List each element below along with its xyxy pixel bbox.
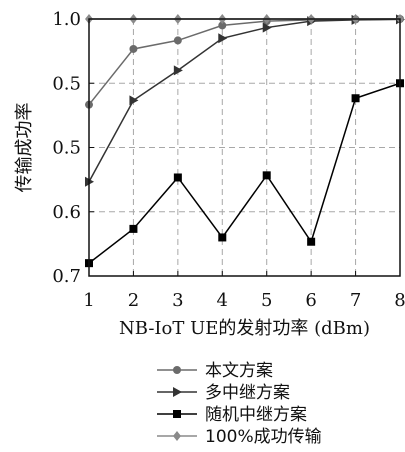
data-point: [262, 22, 272, 33]
data-point: [351, 94, 360, 103]
x-tick-label: 6: [305, 290, 316, 311]
series-line: [88, 18, 401, 183]
legend-label: 100%成功传输: [205, 427, 322, 447]
data-point: [173, 36, 182, 45]
legend-label: 本文方案: [205, 361, 273, 381]
data-point: [129, 44, 138, 53]
legend-label: 多中继方案: [205, 383, 290, 403]
gridlines: [89, 19, 400, 276]
x-tick-label: 2: [128, 290, 139, 311]
legend-entry: 多中继方案: [157, 383, 290, 403]
legend-entry: 100%成功传输: [157, 427, 322, 447]
legend-swatch-marker: [173, 431, 181, 441]
data-point: [218, 233, 227, 242]
x-tick-label: 3: [172, 290, 183, 311]
y-tick-label: 1.0: [52, 9, 81, 30]
x-axis-title: NB-IoT UE的发射功率 (dBm): [119, 318, 370, 339]
legend-entry: 随机中继方案: [157, 405, 307, 425]
data-point: [307, 237, 316, 246]
x-tick-label: 4: [217, 290, 228, 311]
x-tick-label: 1: [83, 290, 94, 311]
y-tick-label: 0.5: [52, 73, 81, 94]
data-point: [129, 224, 138, 233]
data-point: [129, 95, 139, 106]
y-tick-label: 0.6: [52, 202, 81, 223]
legend-swatch-marker: [173, 366, 181, 374]
data-point: [262, 171, 271, 180]
data-point: [218, 21, 227, 30]
legend-swatch-marker: [173, 410, 181, 418]
legend-label: 随机中继方案: [205, 405, 307, 425]
y-axis-title: 传输成功率: [14, 103, 35, 193]
series-line: [88, 82, 401, 264]
y-tick-label: 0.7: [52, 266, 81, 287]
x-tick-label: 5: [261, 290, 272, 311]
data-point: [173, 173, 182, 182]
data-point: [173, 65, 183, 76]
axis-ticks: 1 2 3 4 5 6 7 8 1.0 0.5 0.5 0.6 0.7: [52, 9, 405, 311]
x-tick-label: 8: [394, 290, 405, 311]
legend-entry: 本文方案: [157, 361, 273, 381]
legend-swatch-marker: [173, 387, 182, 397]
y-tick-label: 0.5: [52, 138, 81, 159]
data-point: [218, 33, 228, 44]
x-tick-label: 7: [350, 290, 361, 311]
